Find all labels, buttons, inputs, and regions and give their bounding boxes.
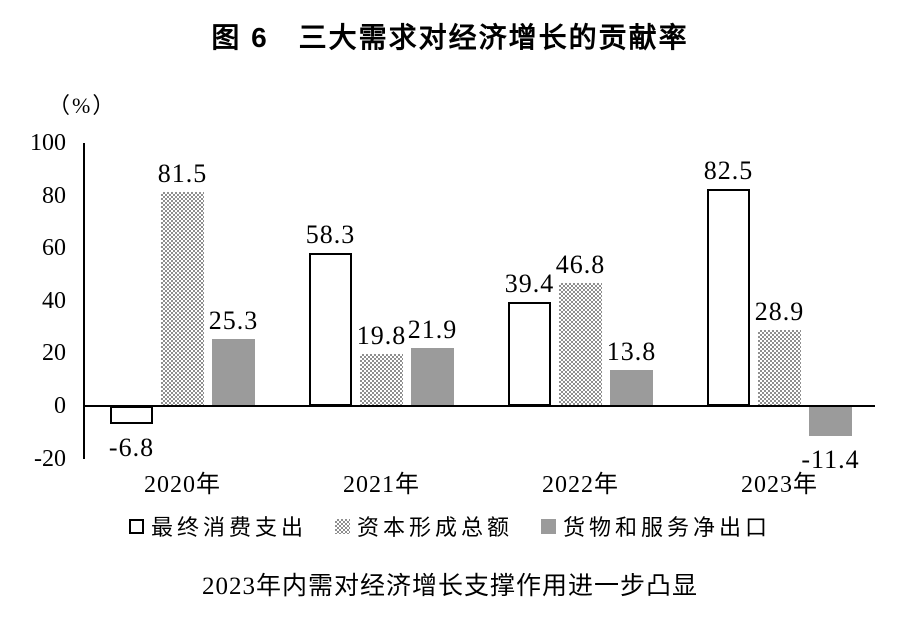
bar-value-label: -11.4 bbox=[801, 444, 860, 474]
y-tick-label: 100 bbox=[30, 130, 66, 156]
y-tick-label: 20 bbox=[42, 340, 66, 367]
legend: 最终消费支出 资本形成总额 货物和服务净出口 bbox=[0, 510, 900, 542]
bar-series2-2021年 bbox=[360, 353, 403, 406]
chart-caption: 2023年内需对经济增长支撑作用进一步凸显 bbox=[201, 573, 698, 600]
legend-label: 最终消费支出 bbox=[150, 515, 307, 540]
bar-series3-2022年 bbox=[610, 369, 653, 406]
y-tick-label: 80 bbox=[42, 182, 66, 209]
bar-value-label: 39.4 bbox=[504, 269, 555, 299]
x-axis-label: 2023年 bbox=[741, 472, 818, 498]
x-axis-label: 2022年 bbox=[542, 472, 619, 498]
x-axis-label: 2021年 bbox=[343, 472, 420, 498]
chart-title: 图 6 三大需求对经济增长的贡献率 bbox=[211, 22, 689, 53]
y-tick-label: 60 bbox=[42, 235, 66, 262]
x-axis-label: 2020年 bbox=[144, 472, 221, 498]
legend-label: 资本形成总额 bbox=[356, 515, 513, 540]
bar-value-label: 81.5 bbox=[157, 158, 208, 188]
bar-series3-2023年 bbox=[809, 406, 852, 436]
legend-swatch-dots bbox=[334, 518, 350, 534]
bar-series2-2020年 bbox=[161, 191, 204, 406]
bar-value-label: 58.3 bbox=[305, 219, 356, 249]
y-tick-label: 0 bbox=[54, 393, 66, 419]
bar-series3-2020年 bbox=[212, 339, 255, 406]
bar-value-label: 13.8 bbox=[606, 336, 657, 366]
bar-value-label: 28.9 bbox=[754, 296, 805, 326]
bar-value-label: 21.9 bbox=[407, 315, 458, 345]
bar-value-label: 25.3 bbox=[208, 306, 259, 336]
legend-label: 货物和服务净出口 bbox=[563, 515, 772, 540]
legend-item-1: 最终消费支出 bbox=[128, 510, 307, 542]
legend-swatch-hollow bbox=[128, 518, 144, 534]
legend-item-2: 资本形成总额 bbox=[334, 510, 513, 542]
bar-series1-2022年 bbox=[508, 302, 551, 406]
bar-value-label: 82.5 bbox=[703, 156, 754, 186]
bar-series2-2023年 bbox=[758, 329, 801, 406]
bar-series2-2022年 bbox=[559, 282, 602, 406]
bar-value-label: 46.8 bbox=[555, 249, 606, 279]
y-axis-unit-label: （%） bbox=[48, 93, 117, 118]
x-axis-zero-line bbox=[85, 405, 875, 407]
plot-area: -6.8 81.5 25.3 2020年 58.3 19.8 21.9 2021年 39.4 46… bbox=[83, 143, 875, 498]
bar-value-label: -6.8 bbox=[108, 432, 155, 462]
legend-swatch-solid bbox=[541, 518, 556, 534]
bar-series1-2021年 bbox=[309, 252, 352, 406]
bar-series1-2020年 bbox=[110, 406, 153, 424]
legend-item-3: 货物和服务净出口 bbox=[541, 510, 771, 542]
y-tick-label: -20 bbox=[34, 445, 66, 472]
bar-series3-2021年 bbox=[411, 348, 454, 406]
y-tick-label: 40 bbox=[42, 287, 66, 314]
bar-series1-2023年 bbox=[707, 189, 750, 406]
bar-value-label: 19.8 bbox=[356, 320, 407, 350]
